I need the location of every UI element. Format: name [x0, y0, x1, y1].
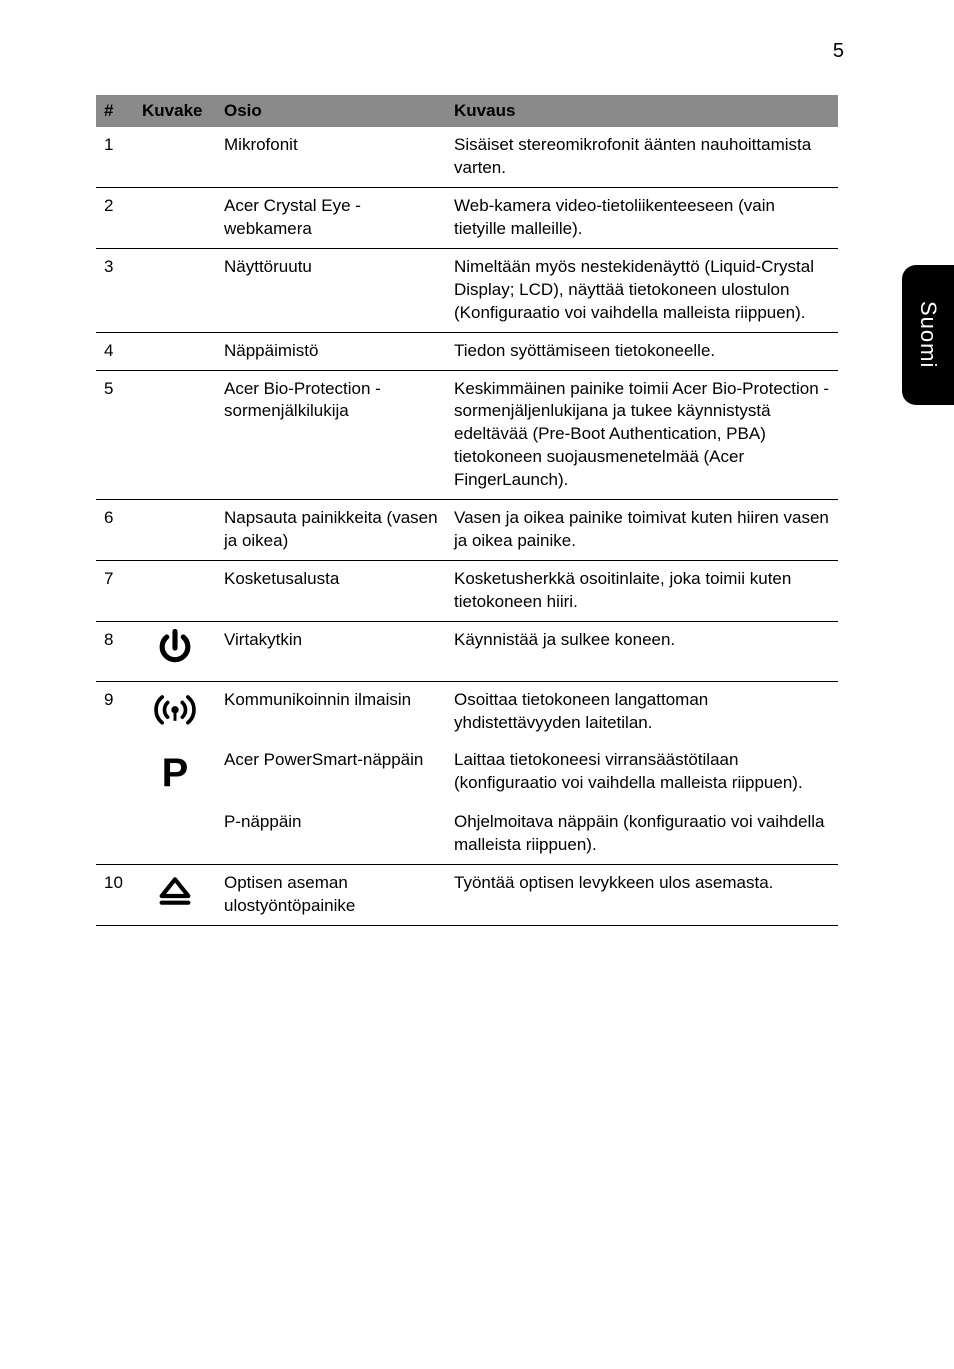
header-num: #	[96, 95, 134, 127]
content-area: # Kuvake Osio Kuvaus 1 Mikrofonit Sisäis…	[96, 95, 838, 926]
cell-icon	[134, 248, 216, 332]
cell-kuvaus: Keskimmäinen painike toimii Acer Bio-Pro…	[446, 370, 838, 500]
cell-osio: Acer PowerSmart-näppäin	[216, 742, 446, 804]
cell-num	[96, 804, 134, 864]
cell-num: 1	[96, 127, 134, 187]
table-row: 2 Acer Crystal Eye - webkamera Web-kamer…	[96, 187, 838, 248]
cell-kuvaus: Työntää optisen levykkeen ulos asemasta.	[446, 864, 838, 925]
cell-osio: Virtakytkin	[216, 621, 446, 681]
cell-osio: Optisen aseman ulostyöntöpainike	[216, 864, 446, 925]
language-tab-label: Suomi	[915, 301, 941, 368]
cell-osio: Napsauta painikkeita (vasen ja oikea)	[216, 500, 446, 561]
table-row: 3 Näyttöruutu Nimeltään myös nestekidenä…	[96, 248, 838, 332]
header-osio: Osio	[216, 95, 446, 127]
table-row: 4 Näppäimistö Tiedon syöttämiseen tietok…	[96, 332, 838, 370]
cell-num: 4	[96, 332, 134, 370]
cell-osio: P-näppäin	[216, 804, 446, 864]
cell-num: 10	[96, 864, 134, 925]
cell-kuvaus: Sisäiset stereomikrofonit äänten nauhoit…	[446, 127, 838, 187]
cell-kuvaus: Osoittaa tietokoneen langattoman yhdiste…	[446, 681, 838, 741]
cell-num: 6	[96, 500, 134, 561]
header-kuvaus: Kuvaus	[446, 95, 838, 127]
cell-icon	[134, 500, 216, 561]
table-row: 10 Optisen aseman ulostyöntöpainike Työn…	[96, 864, 838, 925]
cell-icon	[134, 370, 216, 500]
cell-osio: Näyttöruutu	[216, 248, 446, 332]
cell-osio: Acer Crystal Eye - webkamera	[216, 187, 446, 248]
table-row: 8 Virtakytkin Käynnistää ja sulkee konee…	[96, 621, 838, 681]
cell-icon	[134, 864, 216, 925]
cell-num: 9	[96, 681, 134, 741]
cell-kuvaus: Kosketusherkkä osoitinlaite, joka toimii…	[446, 561, 838, 622]
table-row: 1 Mikrofonit Sisäiset stereomikrofonit ä…	[96, 127, 838, 187]
header-icon: Kuvake	[134, 95, 216, 127]
table-row: 7 Kosketusalusta Kosketusherkkä osoitinl…	[96, 561, 838, 622]
cell-osio: Acer Bio-Protection - sormenjälkilukija	[216, 370, 446, 500]
cell-icon	[134, 621, 216, 681]
cell-icon	[134, 332, 216, 370]
spec-table: # Kuvake Osio Kuvaus 1 Mikrofonit Sisäis…	[96, 95, 838, 926]
page-number: 5	[833, 40, 844, 63]
cell-osio: Mikrofonit	[216, 127, 446, 187]
cell-osio: Näppäimistö	[216, 332, 446, 370]
cell-num: 3	[96, 248, 134, 332]
cell-kuvaus: Laittaa tietokoneesi virransäästötilaan …	[446, 742, 838, 804]
table-row: 5 Acer Bio-Protection - sormenjälkilukij…	[96, 370, 838, 500]
cell-icon	[134, 187, 216, 248]
table-row: P Acer PowerSmart-näppäin Laittaa tietok…	[96, 742, 838, 804]
table-row: 6 Napsauta painikkeita (vasen ja oikea) …	[96, 500, 838, 561]
cell-icon	[134, 561, 216, 622]
cell-kuvaus: Vasen ja oikea painike toimivat kuten hi…	[446, 500, 838, 561]
eject-icon	[155, 871, 195, 911]
cell-num: 2	[96, 187, 134, 248]
wireless-icon	[153, 686, 197, 730]
table-header-row: # Kuvake Osio Kuvaus	[96, 95, 838, 127]
cell-num: 7	[96, 561, 134, 622]
cell-kuvaus: Web-kamera video-tietoliikenteeseen (vai…	[446, 187, 838, 248]
cell-icon	[134, 681, 216, 741]
cell-icon	[134, 127, 216, 187]
cell-kuvaus: Ohjelmoitava näppäin (konfiguraatio voi …	[446, 804, 838, 864]
cell-num	[96, 742, 134, 804]
table-row: 9 Kommunikoinnin ilmaisin Osoittaa tieto…	[96, 681, 838, 741]
cell-osio: Kommunikoinnin ilmaisin	[216, 681, 446, 741]
table-row: P-näppäin Ohjelmoitava näppäin (konfigur…	[96, 804, 838, 864]
cell-kuvaus: Tiedon syöttämiseen tietokoneelle.	[446, 332, 838, 370]
power-icon	[153, 626, 197, 670]
cell-osio: Kosketusalusta	[216, 561, 446, 622]
cell-icon: P	[134, 742, 216, 804]
language-tab: Suomi	[902, 265, 954, 405]
cell-num: 5	[96, 370, 134, 500]
p-letter-icon: P	[162, 751, 189, 795]
cell-kuvaus: Käynnistää ja sulkee koneen.	[446, 621, 838, 681]
cell-icon	[134, 804, 216, 864]
cell-num: 8	[96, 621, 134, 681]
cell-kuvaus: Nimeltään myös nestekidenäyttö (Liquid-C…	[446, 248, 838, 332]
